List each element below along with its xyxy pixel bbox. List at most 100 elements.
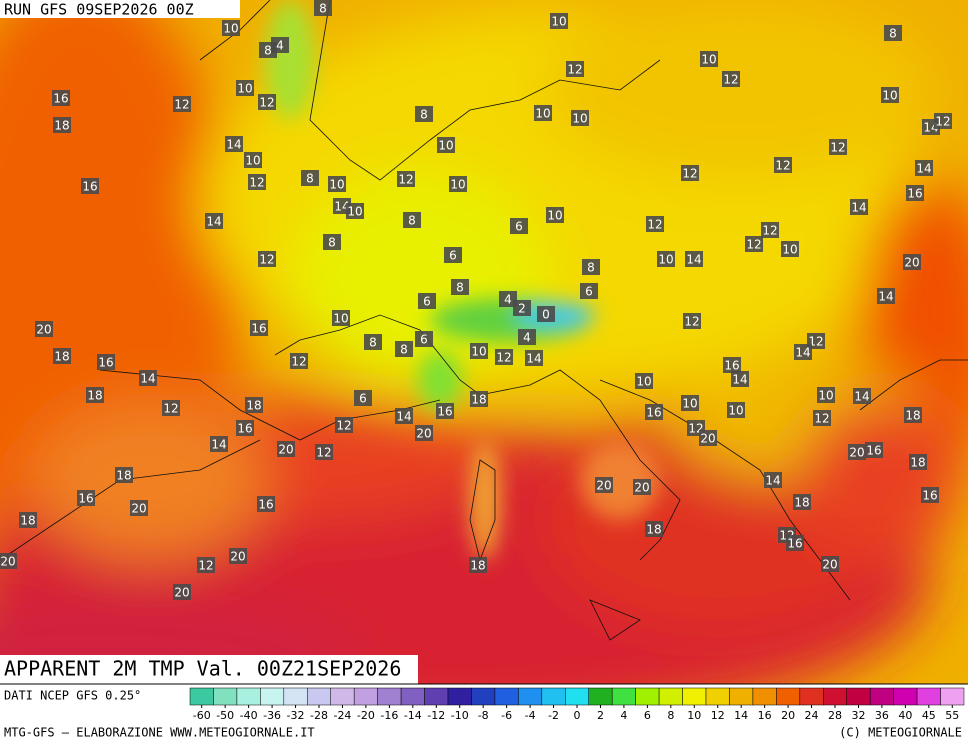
map-value-label: 14 bbox=[915, 160, 933, 176]
colorbar-swatch bbox=[447, 687, 472, 706]
colorbar-swatch bbox=[611, 687, 636, 706]
map-value-label: 10 bbox=[727, 402, 745, 418]
map-value-label: 8 bbox=[582, 259, 600, 275]
colorbar-swatch bbox=[400, 687, 425, 706]
label-box bbox=[139, 370, 157, 386]
label-text: 12 bbox=[163, 402, 178, 416]
label-text: 16 bbox=[251, 322, 266, 336]
colorbar-tick-label: 32 bbox=[851, 709, 865, 722]
map-value-label: 16 bbox=[250, 320, 268, 336]
colorbar-tick-label: -50 bbox=[216, 709, 234, 722]
label-box bbox=[346, 203, 364, 219]
label-box bbox=[582, 259, 600, 275]
colorbar-swatch bbox=[940, 687, 965, 706]
colorbar-tick-label: -60 bbox=[193, 709, 211, 722]
label-box bbox=[683, 313, 701, 329]
map-value-label: 20 bbox=[633, 479, 651, 495]
label-text: 10 bbox=[333, 312, 348, 326]
map-value-label: 12 bbox=[173, 96, 191, 112]
label-text: 16 bbox=[98, 356, 113, 370]
map-value-label: 14 bbox=[850, 199, 868, 215]
label-text: 14 bbox=[686, 253, 701, 267]
colorbar-swatch bbox=[729, 687, 754, 706]
label-box bbox=[495, 349, 513, 365]
colorbar-tick-label: 36 bbox=[875, 709, 889, 722]
map-value-label: 8 bbox=[403, 212, 421, 228]
label-text: 12 bbox=[762, 224, 777, 238]
label-text: 10 bbox=[636, 375, 651, 389]
label-text: 16 bbox=[258, 498, 273, 512]
map-value-label: 16 bbox=[645, 404, 663, 420]
map-value-label: 14 bbox=[525, 350, 543, 366]
label-text: 4 bbox=[523, 331, 531, 345]
colorbar-tick-label: 2 bbox=[597, 709, 604, 722]
label-box bbox=[245, 397, 263, 413]
map-value-label: 10 bbox=[346, 203, 364, 219]
label-box bbox=[518, 329, 536, 345]
label-box bbox=[354, 390, 372, 406]
label-text: 20 bbox=[700, 432, 715, 446]
label-box bbox=[271, 37, 289, 53]
colorbar-swatch bbox=[565, 687, 589, 706]
colorbar-tick-label: 4 bbox=[620, 709, 627, 722]
label-box bbox=[395, 408, 413, 424]
label-box bbox=[645, 521, 663, 537]
label-text: 4 bbox=[276, 39, 284, 53]
map-value-label: 12 bbox=[495, 349, 513, 365]
label-text: 18 bbox=[470, 559, 485, 573]
colorbar: -60 -50 -40 -36 -32 -28 -24 -20 -16 -14 -12 -10 -8 -6… bbox=[189, 687, 965, 722]
label-text: 12 bbox=[808, 335, 823, 349]
label-text: 16 bbox=[866, 444, 881, 458]
map-value-label: 10 bbox=[700, 51, 718, 67]
label-text: 20 bbox=[849, 446, 864, 460]
colorbar-tick-label: 10 bbox=[687, 709, 701, 722]
map-value-label: 18 bbox=[115, 467, 133, 483]
map-value-label: 10 bbox=[817, 387, 835, 403]
label-text: 8 bbox=[306, 172, 314, 186]
colorbar-tick-label: -12 bbox=[427, 709, 445, 722]
label-box bbox=[162, 400, 180, 416]
map-value-label: 12 bbox=[397, 171, 415, 187]
label-text: 18 bbox=[20, 514, 35, 528]
label-box bbox=[52, 90, 70, 106]
label-box bbox=[449, 176, 467, 192]
label-text: 16 bbox=[646, 406, 661, 420]
label-box bbox=[328, 176, 346, 192]
colorbar-swatch bbox=[799, 687, 824, 706]
label-text: 12 bbox=[496, 351, 511, 365]
map-value-label: 18 bbox=[793, 494, 811, 510]
label-text: 12 bbox=[647, 218, 662, 232]
label-text: 14 bbox=[916, 162, 931, 176]
map-value-label: 20 bbox=[173, 584, 191, 600]
label-box bbox=[525, 350, 543, 366]
map-value-label: 14 bbox=[139, 370, 157, 386]
map-value-label: 6 bbox=[415, 331, 433, 347]
label-text: 14 bbox=[140, 372, 155, 386]
map-value-label: 10 bbox=[470, 343, 488, 359]
label-box bbox=[77, 490, 95, 506]
map-value-label: 6 bbox=[580, 283, 598, 299]
label-box bbox=[865, 442, 883, 458]
map-value-label: 8 bbox=[884, 25, 902, 41]
map-value-label: 10 bbox=[881, 87, 899, 103]
label-text: 10 bbox=[471, 345, 486, 359]
map-value-label: 8 bbox=[364, 334, 382, 350]
label-box bbox=[774, 157, 792, 173]
map-value-label: 10 bbox=[244, 152, 262, 168]
label-box bbox=[934, 113, 952, 129]
map-labels: 10 8 4 8 10 12 8 10 12 10 10 12 12 16 18 8 10 10 10 14 12 14 1… bbox=[0, 0, 952, 600]
label-text: 20 bbox=[278, 443, 293, 457]
label-text: 10 bbox=[347, 205, 362, 219]
label-text: 16 bbox=[53, 92, 68, 106]
colorbar-tick-label: 16 bbox=[758, 709, 772, 722]
map-value-label: 10 bbox=[550, 13, 568, 29]
label-box bbox=[821, 556, 839, 572]
colorbar-tick-label: 12 bbox=[711, 709, 725, 722]
colorbar-tick-label: 0 bbox=[574, 709, 581, 722]
label-text: 8 bbox=[420, 108, 428, 122]
map-value-label: 16 bbox=[97, 354, 115, 370]
label-box bbox=[53, 117, 71, 133]
label-box bbox=[444, 247, 462, 263]
